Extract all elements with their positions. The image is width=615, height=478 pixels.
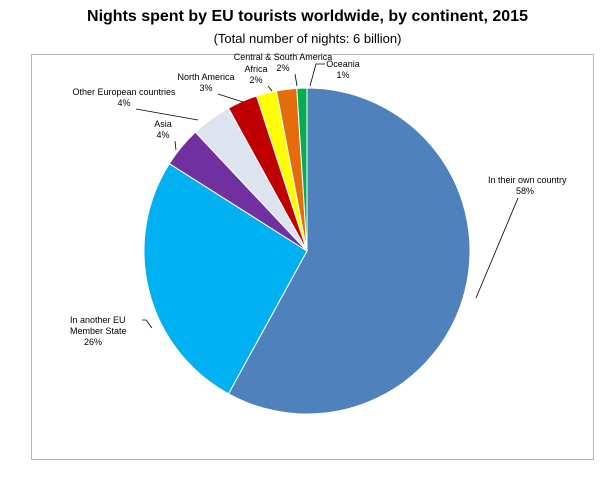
pie-slice-in-another-eu-member-state (143, 162, 308, 395)
slice-label-north-america: North America (177, 72, 234, 82)
chart-subtitle: (Total number of nights: 6 billion) (213, 31, 402, 46)
leader-line (142, 319, 153, 329)
chart-frame (31, 54, 594, 460)
slice-label-central-south-america: Central & South America (234, 52, 333, 62)
leader-line (475, 197, 519, 299)
slice-label-oceania: Oceania (326, 59, 360, 69)
leader-line (294, 73, 298, 87)
leader-line (217, 93, 244, 103)
slice-value-central-south-america: 2% (276, 63, 289, 73)
leader-line (267, 85, 273, 92)
slice-label-other-european-countries: Other European countries (72, 87, 176, 97)
leader-line (135, 108, 199, 121)
pie-slice-in-their-own-country (227, 87, 471, 415)
pie-slice-oceania (296, 87, 308, 252)
slice-value-other-european-countries: 4% (117, 98, 130, 108)
slice-value-asia: 4% (156, 130, 169, 140)
slice-value-oceania: 1% (336, 70, 349, 80)
slice-label-asia: Asia (154, 119, 172, 129)
slice-value-in-their-own-country: 58% (516, 186, 534, 196)
slice-value-north-america: 3% (199, 83, 212, 93)
slice-value-africa: 2% (249, 75, 262, 85)
slice-label-in-their-own-country: In their own country (488, 175, 567, 185)
leader-line (174, 140, 177, 151)
chart-title: Nights spent by EU tourists worldwide, b… (87, 8, 528, 25)
slice-label-africa: Africa (244, 64, 267, 74)
slice-value-in-another-eu-member-state: 26% (84, 337, 102, 347)
slice-label-in-another-eu-member-state: In another EU Member State (70, 315, 127, 336)
leader-line (309, 63, 325, 87)
